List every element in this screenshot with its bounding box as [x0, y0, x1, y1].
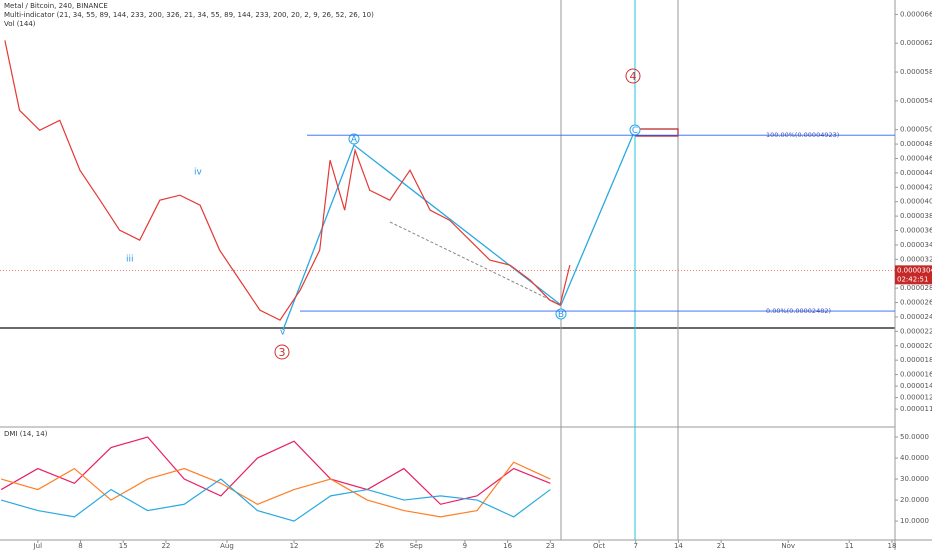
wave-label: C	[632, 126, 638, 136]
x-tick-label: 12	[290, 542, 299, 550]
indicator-label: Multi-indicator (21, 34, 55, 89, 144, 23…	[4, 11, 374, 19]
y-tick-label: 0.00001120	[900, 405, 932, 413]
wave-circle	[555, 308, 567, 320]
y-tick-label: 0.00004600	[900, 154, 932, 162]
x-tick-label: Sep	[409, 542, 423, 550]
y-tick-label: 0.00001440	[900, 382, 932, 390]
wave-label: 4	[630, 70, 637, 83]
price-line	[1, 461, 551, 518]
x-tick-label: 22	[161, 542, 170, 550]
y-tick-label: 0.00001280	[900, 394, 932, 402]
y-tick-label: 50.0000	[900, 433, 929, 441]
y-tick-label: 0.00004200	[900, 183, 932, 191]
abc-pattern	[282, 129, 636, 331]
x-tick-label: 23	[546, 542, 555, 550]
x-tick-label: 9	[463, 542, 467, 550]
x-tick-label: 26	[375, 542, 384, 550]
x-tick-label: 21	[717, 542, 726, 550]
y-tick-label: 0.00004400	[900, 169, 932, 177]
wave-label: iv	[194, 168, 203, 178]
fib-label: 0.00%(0.00002482)	[766, 307, 831, 315]
x-tick-label: 7	[633, 542, 637, 550]
x-tick-label: Aug	[220, 542, 234, 550]
x-tick-label: 8	[78, 542, 82, 550]
last-price-box	[895, 265, 932, 285]
dashed-line	[389, 221, 562, 306]
y-tick-label: 0.00002600	[900, 299, 932, 307]
last-price-label: 0.00003047	[897, 266, 932, 274]
y-tick-label: 0.00006200	[900, 39, 932, 47]
y-tick-label: 10.0000	[900, 517, 929, 525]
x-tick-label: Nov	[781, 542, 795, 550]
wave-circle	[274, 344, 290, 360]
x-tick-label: Oct	[593, 542, 605, 550]
symbol-title: Metal / Bitcoin, 240, BINANCE	[4, 2, 108, 10]
x-tick-label: 14	[674, 542, 683, 550]
y-tick-label: 0.00002000	[900, 342, 932, 350]
y-tick-label: 30.0000	[900, 475, 929, 483]
wave-label: A	[351, 135, 358, 145]
y-tick-label: 40.0000	[900, 454, 929, 462]
wave-circle	[348, 133, 360, 145]
x-tick-label: 15	[119, 542, 128, 550]
countdown-label: 02:42:51	[897, 275, 928, 283]
y-tick-label: 0.00004800	[900, 140, 932, 148]
wave-label: iii	[126, 255, 134, 265]
indicator-label: DMI (14, 14)	[4, 430, 48, 438]
y-tick-label: 0.00001600	[900, 371, 932, 379]
y-tick-label: 0.00003400	[900, 241, 932, 249]
wave-circle	[625, 68, 641, 84]
y-tick-label: 0.00006600	[900, 10, 932, 18]
fib-label: 100.00%(0.00004923)	[766, 131, 839, 139]
y-tick-label: 0.00005800	[900, 68, 932, 76]
y-tick-label: 0.00002400	[900, 313, 932, 321]
y-tick-label: 0.00002200	[900, 327, 932, 335]
x-tick-label: 11	[845, 542, 854, 550]
indicator-label: Vol (144)	[4, 20, 36, 28]
price-line	[1, 478, 551, 522]
x-tick-label: 16	[503, 542, 512, 550]
wave-label: 3	[279, 346, 286, 359]
x-tick-label: 18	[887, 542, 896, 550]
x-tick-label: Jul	[33, 542, 43, 550]
y-tick-label: 0.00003600	[900, 227, 932, 235]
y-tick-label: 0.00004000	[900, 198, 932, 206]
y-tick-label: 0.00003800	[900, 212, 932, 220]
y-tick-label: 0.00002800	[900, 284, 932, 292]
y-tick-label: 0.00001800	[900, 356, 932, 364]
wave-label: B	[558, 310, 564, 320]
y-tick-label: 0.00003200	[900, 255, 932, 263]
y-tick-label: 0.00005000	[900, 126, 932, 134]
y-tick-label: 0.00005400	[900, 97, 932, 105]
y-tick-label: 20.0000	[900, 496, 929, 504]
price-line	[0, 436, 551, 505]
wave-label: v	[280, 328, 286, 338]
